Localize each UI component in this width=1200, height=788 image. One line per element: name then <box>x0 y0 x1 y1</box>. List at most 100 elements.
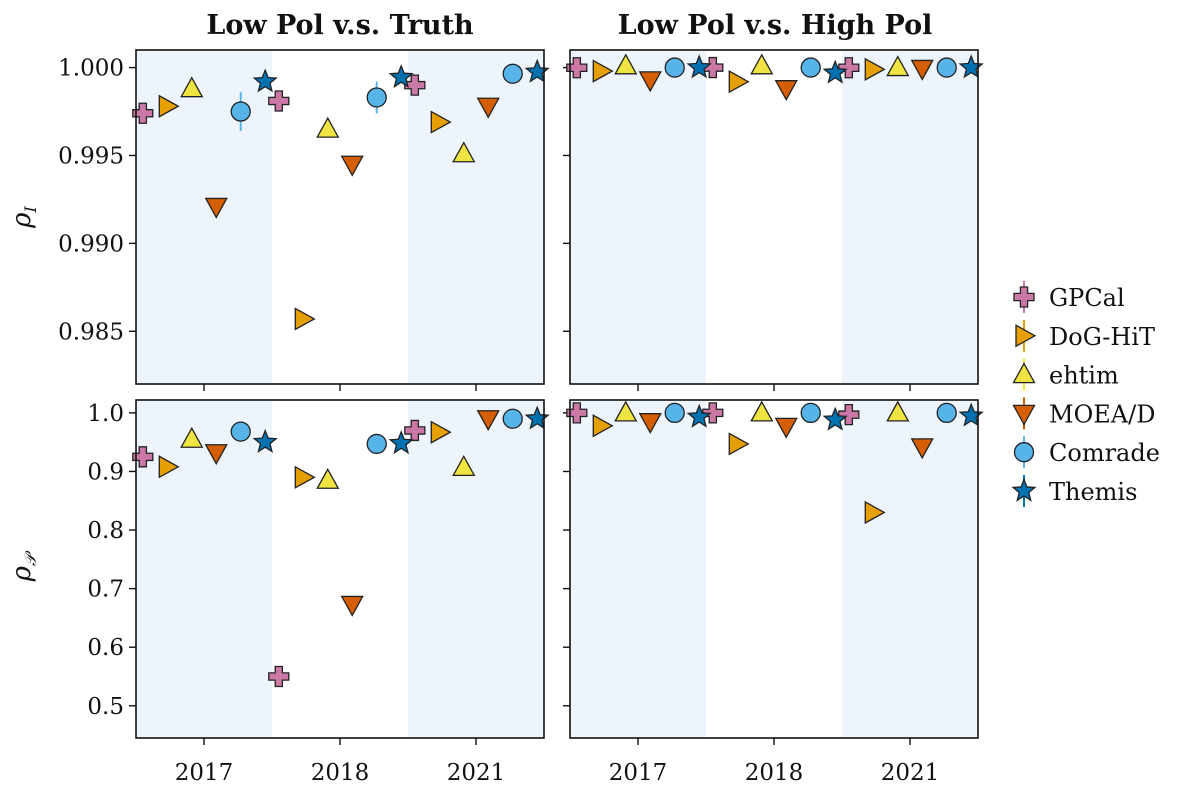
panel-frame <box>569 49 979 385</box>
x-tick-label: 2018 <box>745 760 804 786</box>
data-point <box>800 57 821 78</box>
y-tick-label: 0.7 <box>87 577 124 603</box>
data-point <box>822 406 848 431</box>
legend-label: MOEA/D <box>1049 400 1155 428</box>
shaded-band-2017 <box>570 50 706 384</box>
data-point <box>452 455 476 477</box>
legend-item: ehtim <box>1012 358 1119 391</box>
data-point <box>158 455 180 479</box>
y-tick-label: 0.995 <box>58 143 124 169</box>
data-point <box>750 400 774 422</box>
data-point <box>638 413 662 435</box>
panels: 1.000 0.995 0.990 0.985 1.0 0.9 0.8 0.7 0.6 0.5 20… <box>58 49 984 786</box>
data-point <box>566 57 588 79</box>
data-point <box>838 403 860 426</box>
panel-frame <box>135 399 545 739</box>
data-point <box>230 421 251 442</box>
data-point <box>252 68 278 93</box>
legend-marker <box>1013 286 1035 308</box>
y-tick-label: 0.6 <box>87 635 124 661</box>
data-point <box>614 53 638 75</box>
data-point <box>750 53 774 75</box>
data-point <box>592 414 614 438</box>
legend-marker <box>1012 362 1036 384</box>
panel-title-left: Low Pol v.s. Truth <box>206 10 474 41</box>
y-tick-label: 0.5 <box>87 694 124 720</box>
data-point <box>664 57 685 78</box>
data-point <box>822 59 848 84</box>
legend-label: DoG-HiT <box>1049 323 1155 351</box>
data-point <box>524 58 550 83</box>
data-point <box>430 420 452 444</box>
data-point <box>864 500 886 525</box>
data-point <box>936 402 957 424</box>
data-point <box>132 446 154 468</box>
legend-item: Comrade <box>1013 436 1160 469</box>
legend-marker <box>1013 442 1035 463</box>
data-point <box>204 444 228 466</box>
x-tick-label: 2017 <box>609 760 668 786</box>
data-point <box>452 141 476 163</box>
data-point <box>366 433 387 455</box>
y-tick-label: 0.990 <box>58 231 124 257</box>
data-point <box>366 87 387 108</box>
shaded-band-2021 <box>842 50 978 384</box>
data-point <box>230 101 251 122</box>
data-point <box>686 403 712 428</box>
data-point <box>340 595 364 617</box>
panel-0-0: 1.000 0.995 0.990 0.985 <box>58 49 550 391</box>
legend-item: DoG-HiT <box>1015 319 1155 352</box>
data-point <box>316 116 340 138</box>
legend-marker <box>1011 477 1037 502</box>
data-point <box>566 402 588 424</box>
y-tick-label: 0.985 <box>58 319 124 345</box>
data-point <box>686 54 712 79</box>
data-point <box>886 400 910 422</box>
data-point <box>268 90 290 112</box>
data-point <box>268 665 290 688</box>
data-point <box>638 71 662 93</box>
data-point <box>204 197 228 219</box>
x-tick-label: 2021 <box>447 760 506 786</box>
y-tick-label: 0.9 <box>87 459 124 485</box>
legend-marker <box>1015 324 1037 348</box>
panel-title-right: Low Pol v.s. High Pol <box>618 10 933 41</box>
x-tick-label: 2018 <box>311 760 370 786</box>
legend-item: MOEA/D <box>1012 397 1155 430</box>
data-point <box>774 417 798 439</box>
shaded-band-2017 <box>570 400 706 738</box>
data-point <box>294 465 316 489</box>
panel-1-0: 1.0 0.9 0.8 0.7 0.6 0.5 2017 2018 2021 <box>87 399 550 786</box>
y-tick-label: 0.8 <box>87 518 124 544</box>
ylabel-intensity: ρI <box>7 206 40 229</box>
data-point <box>886 55 910 77</box>
legend: GPCal DoG-HiT ehtim MOEA/D Comrade Themis <box>1011 281 1160 507</box>
data-point <box>476 410 500 432</box>
x-tick-label: 2021 <box>881 760 940 786</box>
data-point <box>838 57 860 79</box>
data-point <box>614 400 638 422</box>
legend-label: Comrade <box>1049 439 1160 467</box>
data-point <box>158 94 180 118</box>
data-point <box>958 402 984 427</box>
data-point <box>388 430 414 455</box>
shaded-band-2021 <box>408 50 544 384</box>
data-point <box>476 97 500 119</box>
shaded-band-2017 <box>136 50 272 384</box>
data-point <box>774 80 798 102</box>
y-tick-label: 1.000 <box>58 56 124 82</box>
data-point <box>388 63 414 88</box>
data-point <box>592 59 614 83</box>
data-point <box>800 402 821 424</box>
panel-frame <box>569 399 979 739</box>
shaded-band-2017 <box>136 400 272 738</box>
data-point <box>524 405 550 430</box>
data-point <box>864 57 886 81</box>
shaded-band-2021 <box>408 400 544 738</box>
legend-marker <box>1012 404 1036 426</box>
data-point <box>132 102 154 124</box>
data-point <box>252 428 278 453</box>
data-point <box>340 155 364 177</box>
y-tick-label: 1.0 <box>87 401 124 427</box>
data-point <box>910 59 934 81</box>
